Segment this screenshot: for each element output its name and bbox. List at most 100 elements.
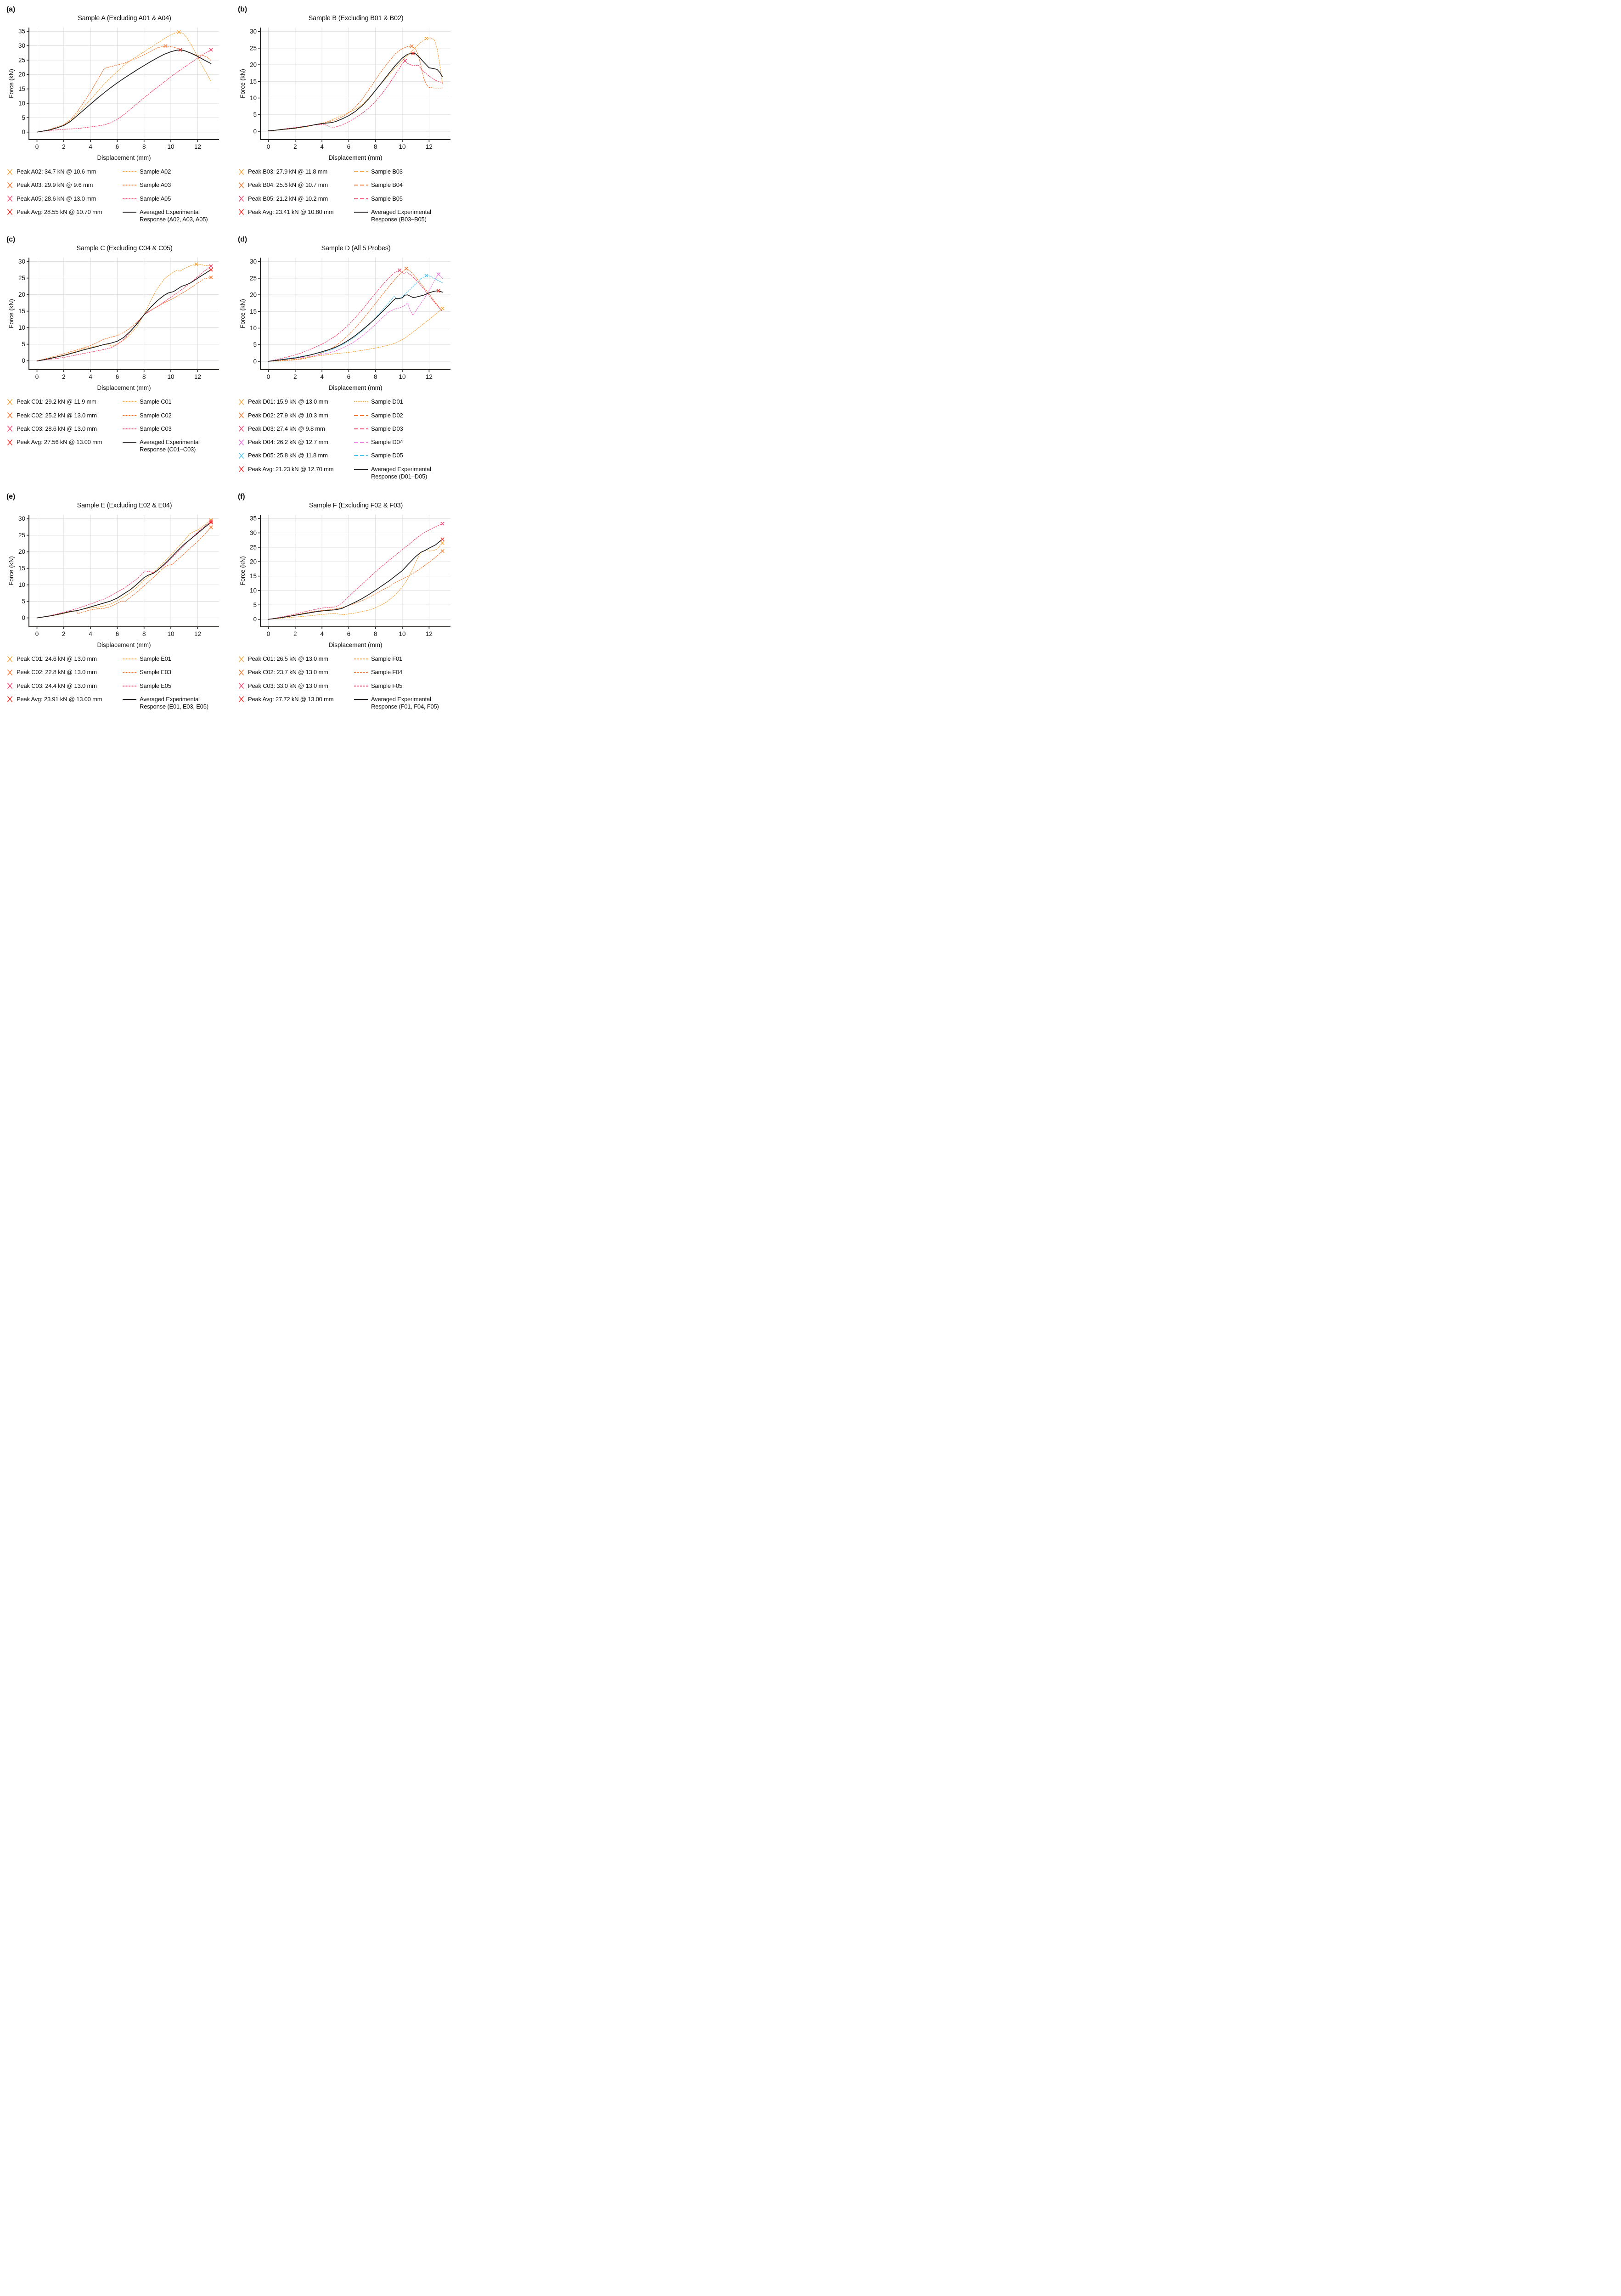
series-legend-entry: Sample E05 xyxy=(122,682,171,690)
series-label: Averaged Experimental Response (C01–C03) xyxy=(140,439,200,453)
legend-row: Peak Avg: 23.41 kN @ 10.80 mm Averaged Ex… xyxy=(238,208,456,224)
peak-marker-icon xyxy=(238,399,244,405)
series-line xyxy=(36,49,212,133)
series-legend-entry: Sample E01 xyxy=(122,655,171,663)
series-line xyxy=(268,308,443,362)
x-tick-label: 0 xyxy=(267,630,270,637)
peak-legend-entry: Peak Avg: 27.56 kN @ 13.00 mm xyxy=(6,439,122,446)
series-label: Sample D04 xyxy=(371,439,403,445)
series-line xyxy=(36,269,212,362)
panel-label: (e) xyxy=(6,493,15,501)
y-tick-label: 0 xyxy=(22,129,25,135)
x-tick-label: 2 xyxy=(62,630,66,637)
legend-row: Peak B03: 27.9 kN @ 11.8 mm Sample B03 xyxy=(238,168,456,175)
series-line-swatch xyxy=(354,415,368,416)
series-line-swatch xyxy=(123,672,136,673)
peak-marker-icon xyxy=(238,182,244,188)
series-legend-entry: Sample A02 xyxy=(122,168,171,175)
y-tick-label: 25 xyxy=(250,45,257,51)
y-axis-title: Force (kN) xyxy=(239,69,246,98)
legend-row: Peak B05: 21.2 kN @ 10.2 mm Sample B05 xyxy=(238,195,456,203)
panel-label: (b) xyxy=(238,6,247,13)
series-line-swatch xyxy=(354,442,368,443)
chart-legend: Peak B03: 27.9 kN @ 11.8 mm Sample B03 Pea… xyxy=(237,168,456,229)
peak-legend-text: Peak D01: 15.9 kN @ 13.0 mm xyxy=(248,398,328,405)
x-tick-label: 0 xyxy=(35,630,39,637)
peak-legend-entry: Peak A05: 28.6 kN @ 13.0 mm xyxy=(6,195,122,203)
peak-marker-icon xyxy=(209,525,213,529)
series-line-swatch xyxy=(354,468,368,470)
y-tick-label: 15 xyxy=(250,573,257,580)
y-tick-label: 10 xyxy=(18,581,25,588)
line-chart: 0 2 4 6 8 10 12 0 5 10 15 20 25 30 35 Displacement (mm)… xyxy=(239,515,450,648)
y-tick-label: 20 xyxy=(250,62,257,68)
chart-title: Sample F (Excluding F02 & F03) xyxy=(309,502,403,509)
peak-marker-icon xyxy=(436,272,440,276)
series-legend-entry: Sample D04 xyxy=(354,439,403,446)
series-label: Sample D05 xyxy=(371,452,403,459)
series-line xyxy=(268,523,443,620)
peak-marker-icon xyxy=(238,439,244,445)
panel-b: (b) Sample B (Excluding B01 & B02) 0 2 4 6 8… xyxy=(237,4,456,229)
y-tick-label: 5 xyxy=(22,114,25,121)
peak-legend-text: Peak B05: 21.2 kN @ 10.2 mm xyxy=(248,195,328,202)
y-tick-label: 35 xyxy=(18,28,25,35)
peak-legend-entry: Peak D01: 15.9 kN @ 13.0 mm xyxy=(238,398,354,405)
x-tick-label: 4 xyxy=(320,373,324,380)
series-line xyxy=(36,264,212,361)
series-label: Sample F04 xyxy=(371,669,403,676)
series-label: Sample E03 xyxy=(140,669,171,676)
x-tick-label: 0 xyxy=(267,143,270,150)
x-tick-label: 2 xyxy=(62,143,66,150)
series-label: Sample E05 xyxy=(140,682,171,689)
panel-f: (f) Sample F (Excluding F02 & F03) 0 2 4 6 8… xyxy=(237,491,456,716)
series-legend-entry: Sample F05 xyxy=(354,682,402,690)
x-tick-label: 8 xyxy=(142,143,146,150)
peak-marker-icon xyxy=(440,549,445,553)
series-legend-entry: Sample E03 xyxy=(122,669,171,676)
peak-marker-icon xyxy=(194,262,198,266)
series-line-swatch xyxy=(354,455,368,456)
peak-marker-icon xyxy=(7,439,13,445)
legend-row: Peak D04: 26.2 kN @ 12.7 mm Sample D04 xyxy=(238,439,456,446)
series-legend-entry: Averaged Experimental Response (B03–B05) xyxy=(354,208,456,224)
series-legend-entry: Averaged Experimental Response (E01, E03… xyxy=(122,696,225,711)
legend-row: Peak Avg: 21.23 kN @ 12.70 mm Averaged Ex… xyxy=(238,466,456,481)
peak-legend-entry: Peak C01: 29.2 kN @ 11.9 mm xyxy=(6,398,122,405)
peak-legend-text: Peak B03: 27.9 kN @ 11.8 mm xyxy=(248,168,328,175)
peak-legend-text: Peak C02: 23.7 kN @ 13.0 mm xyxy=(248,669,328,676)
peak-legend-text: Peak D05: 25.8 kN @ 11.8 mm xyxy=(248,452,328,459)
chart-legend: Peak C01: 24.6 kN @ 13.0 mm Sample E01 Pea… xyxy=(6,655,225,716)
y-tick-label: 0 xyxy=(253,616,257,623)
y-axis-title: Force (kN) xyxy=(8,299,15,328)
y-tick-label: 25 xyxy=(18,275,25,281)
series-label: Sample C02 xyxy=(140,411,172,419)
peak-legend-text: Peak A02: 34.7 kN @ 10.6 mm xyxy=(17,168,96,175)
y-tick-label: 10 xyxy=(18,100,25,107)
y-tick-label: 30 xyxy=(18,258,25,265)
series-legend-entry: Sample B04 xyxy=(354,181,403,189)
peak-marker-icon xyxy=(440,306,445,311)
y-tick-label: 25 xyxy=(250,275,257,282)
y-tick-label: 30 xyxy=(250,529,257,536)
y-axis-title: Force (kN) xyxy=(239,299,246,328)
series-line xyxy=(36,521,212,619)
peak-marker-icon xyxy=(238,696,244,703)
x-axis-title: Displacement (mm) xyxy=(97,384,151,391)
panel-label: (c) xyxy=(6,236,15,244)
y-tick-label: 0 xyxy=(253,128,257,135)
peak-marker-icon xyxy=(440,537,445,541)
peak-legend-text: Peak C03: 24.4 kN @ 13.0 mm xyxy=(17,682,97,689)
x-tick-label: 10 xyxy=(399,630,405,637)
peak-legend-text: Peak D02: 27.9 kN @ 10.3 mm xyxy=(248,411,328,419)
y-tick-label: 10 xyxy=(18,324,25,331)
y-tick-label: 15 xyxy=(18,85,25,92)
y-tick-label: 10 xyxy=(250,95,257,101)
x-tick-label: 10 xyxy=(167,143,174,150)
x-tick-label: 10 xyxy=(399,143,405,150)
peak-legend-text: Peak Avg: 27.72 kN @ 13.00 mm xyxy=(248,695,334,703)
peak-legend-entry: Peak B04: 25.6 kN @ 10.7 mm xyxy=(238,181,354,189)
series-line-swatch xyxy=(354,685,368,687)
peak-legend-text: Peak Avg: 21.23 kN @ 12.70 mm xyxy=(248,465,334,473)
chart-title: Sample D (All 5 Probes) xyxy=(321,245,391,253)
